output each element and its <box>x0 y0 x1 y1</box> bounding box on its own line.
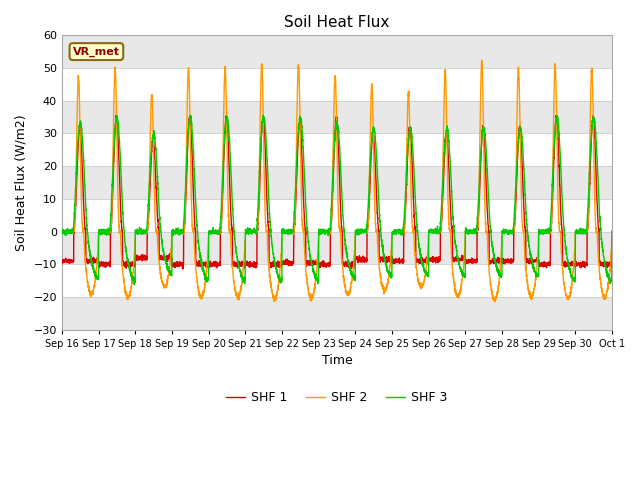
SHF 2 <box>608 229 616 235</box>
SHF 1 <box>317 262 324 268</box>
SHF 1 <box>608 257 616 263</box>
Bar <box>62 36 612 68</box>
SHF 3 <box>461 273 468 278</box>
SHF 1 <box>461 257 468 263</box>
SHF 1 <box>157 254 164 260</box>
SHF 3 <box>317 229 324 235</box>
SHF 1 <box>58 258 66 264</box>
Title: Soil Heat Flux: Soil Heat Flux <box>284 15 390 30</box>
SHF 3 <box>157 229 164 235</box>
Line: SHF 1: SHF 1 <box>62 115 612 269</box>
SHF 3 <box>430 228 438 233</box>
SHF 1 <box>113 112 120 118</box>
SHF 2 <box>460 255 468 261</box>
SHF 3 <box>492 260 499 266</box>
SHF 2 <box>157 270 164 276</box>
SHF 1 <box>492 260 499 265</box>
SHF 3 <box>608 228 616 234</box>
SHF 3 <box>58 228 66 233</box>
SHF 2 <box>492 297 499 302</box>
Y-axis label: Soil Heat Flux (W/m2): Soil Heat Flux (W/m2) <box>15 114 28 251</box>
Legend: SHF 1, SHF 2, SHF 3: SHF 1, SHF 2, SHF 3 <box>221 386 452 409</box>
SHF 3 <box>187 112 195 118</box>
SHF 3 <box>607 279 615 285</box>
SHF 1 <box>607 262 615 267</box>
Line: SHF 3: SHF 3 <box>62 115 612 285</box>
Bar <box>62 101 612 133</box>
Bar <box>62 231 612 264</box>
SHF 1 <box>430 256 438 262</box>
SHF 2 <box>58 229 66 235</box>
Line: SHF 2: SHF 2 <box>62 60 612 302</box>
Text: VR_met: VR_met <box>73 47 120 57</box>
X-axis label: Time: Time <box>321 354 352 367</box>
SHF 1 <box>179 266 187 272</box>
SHF 2 <box>607 249 615 255</box>
SHF 3 <box>131 282 138 288</box>
Bar <box>62 166 612 199</box>
Bar <box>62 297 612 330</box>
